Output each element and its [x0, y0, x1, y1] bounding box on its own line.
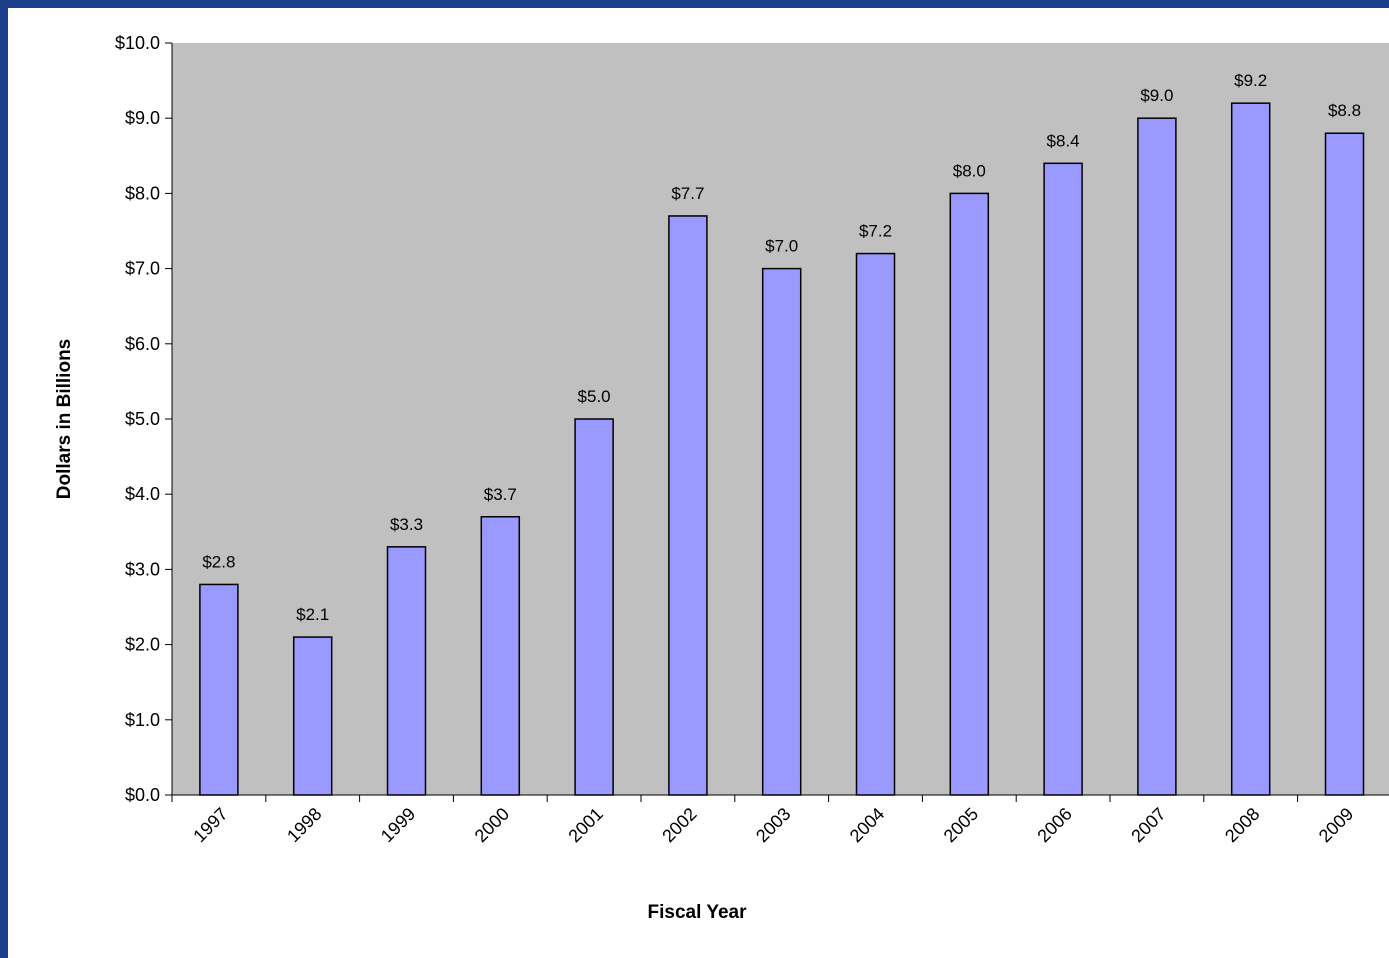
y-tick-label: $3.0	[125, 559, 160, 579]
x-ticks-group: 1997 1998 1999 2000 2001 2002 2003 2004 2005 2006…	[171, 795, 1357, 846]
x-tick-label-2009: 2009	[1315, 804, 1357, 846]
data-label-2009: $8.8	[1328, 101, 1361, 120]
x-tick-label-2003: 2003	[752, 804, 794, 846]
data-label-2000: $3.7	[484, 485, 517, 504]
x-tick-label-1998: 1998	[283, 804, 325, 846]
x-tick-label-2007: 2007	[1127, 804, 1169, 846]
y-tick-label: $6.0	[125, 334, 160, 354]
x-axis-title: Fiscal Year	[648, 902, 748, 923]
data-label-1997: $2.8	[202, 552, 235, 571]
data-label-2004: $7.2	[859, 222, 892, 241]
bar-2007	[1137, 117, 1177, 796]
x-tick-label-2004: 2004	[846, 804, 888, 846]
y-tick-label: $2.0	[125, 635, 160, 655]
bar-1997	[199, 583, 239, 796]
x-tick-label-2002: 2002	[658, 804, 700, 846]
x-tick-label-2005: 2005	[940, 804, 982, 846]
y-tick-label: $0.0	[125, 785, 160, 805]
x-tick-label-2008: 2008	[1221, 804, 1263, 846]
data-label-1998: $2.1	[296, 605, 329, 624]
data-label-2001: $5.0	[578, 387, 611, 406]
bar-2008	[1230, 102, 1271, 796]
y-tick-label: $1.0	[125, 710, 160, 730]
data-label-2006: $8.4	[1047, 131, 1080, 150]
x-tick-label-2006: 2006	[1033, 804, 1075, 846]
x-tick-label-1999: 1999	[377, 804, 419, 846]
y-tick-label: $10.0	[115, 33, 160, 53]
bar-2004	[855, 252, 896, 796]
bar-2000	[480, 516, 521, 796]
bar-2003	[761, 267, 802, 796]
data-label-2003: $7.0	[765, 237, 798, 256]
data-label-2008: $9.2	[1234, 71, 1267, 90]
bars-group	[199, 102, 1365, 796]
y-axis-title: Dollars in Billions	[54, 339, 75, 499]
y-tick-label: $4.0	[125, 484, 160, 504]
y-tick-label: $8.0	[125, 183, 160, 203]
y-tick-label: $5.0	[125, 409, 160, 429]
bar-1999	[386, 546, 427, 796]
x-tick-label-2000: 2000	[471, 804, 513, 846]
bar-2002	[668, 215, 708, 796]
y-tick-label: $9.0	[125, 108, 160, 128]
x-tick-label-1997: 1997	[189, 804, 231, 846]
data-label-2002: $7.7	[671, 184, 704, 203]
data-label-2005: $8.0	[953, 161, 986, 180]
bar-2001	[574, 418, 614, 796]
x-tick-label-2001: 2001	[564, 804, 606, 846]
data-labels-group: $2.8 $2.1 $3.3 $3.7 $5.0 $7.7 $7.0 $7.2 $8.0 $8.4…	[202, 71, 1361, 624]
y-tick-label: $7.0	[125, 259, 160, 279]
data-label-2007: $9.0	[1140, 86, 1173, 105]
bar-2005	[949, 192, 990, 796]
y-ticks-group: $0.0 $1.0 $2.0 $3.0 $4.0 $5.0 $6.0 $7.0 $8.0 $9.0…	[115, 33, 172, 805]
bar-2009	[1324, 132, 1365, 796]
data-label-1999: $3.3	[390, 515, 423, 534]
bar-1998	[292, 636, 333, 796]
bar-2006	[1043, 162, 1083, 796]
